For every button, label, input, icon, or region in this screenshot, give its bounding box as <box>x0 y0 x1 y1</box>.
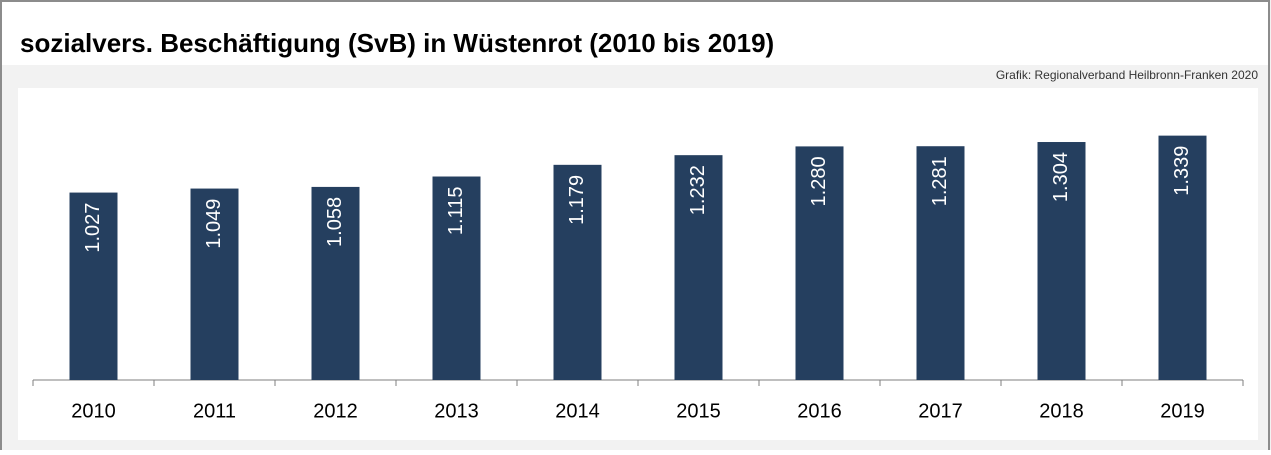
header-background <box>1 1 1269 65</box>
bar <box>311 186 360 380</box>
x-tick-label: 2019 <box>1160 400 1205 422</box>
x-tick-label: 2012 <box>313 400 358 422</box>
value-label: 1.304 <box>1050 152 1072 202</box>
x-tick-label: 2010 <box>71 400 116 422</box>
bar <box>1158 135 1207 380</box>
x-tick-label: 2013 <box>434 400 479 422</box>
bar <box>674 155 723 380</box>
bar <box>553 164 602 380</box>
x-tick-label: 2014 <box>555 400 600 422</box>
x-tick-label: 2017 <box>918 400 963 422</box>
value-label: 1.281 <box>929 156 951 206</box>
value-label: 1.232 <box>687 165 709 215</box>
value-label: 1.339 <box>1171 146 1193 196</box>
bar <box>1037 142 1086 380</box>
x-tick-label: 2015 <box>676 400 721 422</box>
bar <box>795 146 844 380</box>
value-label: 1.115 <box>445 187 467 236</box>
bar <box>190 188 239 380</box>
bar <box>916 146 965 380</box>
chart-title: sozialvers. Beschäftigung (SvB) in Wüste… <box>20 28 774 58</box>
value-label: 1.049 <box>203 199 225 249</box>
value-label: 1.179 <box>566 175 588 225</box>
x-tick-label: 2011 <box>193 400 236 422</box>
value-label: 1.058 <box>324 197 346 247</box>
source-note: Grafik: Regionalverband Heilbronn-Franke… <box>996 68 1258 82</box>
x-tick-label: 2016 <box>797 400 842 422</box>
value-label: 1.027 <box>82 203 104 253</box>
x-tick-label: 2018 <box>1039 400 1084 422</box>
bar <box>69 192 118 380</box>
bar <box>432 176 481 380</box>
value-label: 1.280 <box>808 156 830 206</box>
